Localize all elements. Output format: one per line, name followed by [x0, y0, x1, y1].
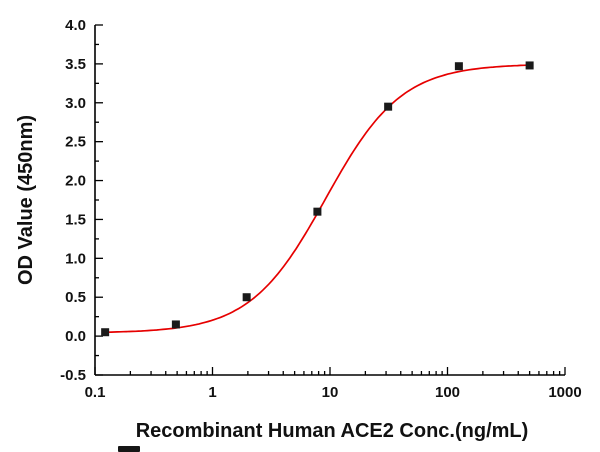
y-tick-label: -0.5 [60, 367, 86, 384]
data-point [242, 293, 251, 302]
data-point [384, 102, 393, 111]
data-point [454, 62, 463, 71]
y-tick-label: 2.5 [65, 134, 86, 151]
y-tick-label: 3.5 [65, 56, 86, 73]
y-tick-label: 2.0 [65, 173, 86, 190]
y-tick-label: 0.0 [65, 328, 86, 345]
data-point [525, 61, 534, 70]
x-tick-label: 10 [322, 384, 339, 401]
data-point [313, 207, 322, 216]
x-tick-label: 1000 [548, 384, 581, 401]
data-point [101, 328, 110, 337]
y-tick-label: 3.0 [65, 95, 86, 112]
x-tick-label: 0.1 [85, 384, 106, 401]
y-tick-label: 1.5 [65, 211, 86, 228]
y-tick-label: 4.0 [65, 17, 86, 34]
x-tick-label: 1 [208, 384, 216, 401]
data-point [171, 320, 180, 329]
y-tick-label: 0.5 [65, 289, 86, 306]
axes [94, 25, 565, 376]
axis-ticks: -0.5 0.0 0.5 1.0 1.5 2.0 2.5 3.0 3.5 4.0 0.1 1 10 100… [60, 17, 582, 401]
x-tick-label: 100 [435, 384, 460, 401]
y-tick-label: 1.0 [65, 250, 86, 267]
fit-curve [104, 64, 531, 334]
x-axis-title: Recombinant Human ACE2 Conc.(ng/mL) [136, 420, 529, 442]
cropped-watermark-artifact [118, 446, 140, 452]
y-axis-title: OD Value (450nm) [15, 115, 37, 285]
data-series [101, 61, 534, 337]
